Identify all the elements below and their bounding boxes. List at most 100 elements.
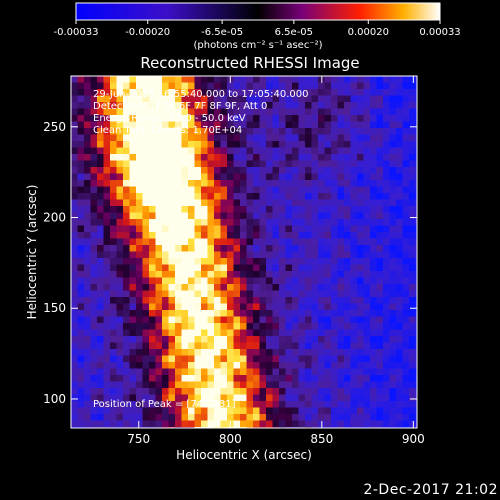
heatmap-cell (363, 414, 371, 421)
heatmap-cell (136, 381, 143, 389)
heatmap-cell (162, 102, 169, 109)
heatmap-cell (84, 271, 91, 278)
heatmap-cell (337, 245, 345, 252)
heatmap-cell (194, 277, 202, 285)
heatmap-cell (259, 277, 267, 285)
heatmap-cell (181, 82, 189, 90)
heatmap-cell (162, 297, 169, 304)
heatmap-cell (175, 388, 182, 395)
heatmap-cell (207, 232, 215, 239)
heatmap-cell (376, 219, 384, 226)
heatmap-cell (285, 355, 293, 363)
heatmap-cell (318, 154, 325, 161)
heatmap-cell (337, 180, 345, 187)
heatmap-cell (344, 76, 351, 83)
heatmap-cell (188, 108, 195, 116)
heatmap-cell (279, 407, 286, 415)
heatmap-cell (253, 394, 260, 402)
heatmap-cell (311, 381, 319, 389)
heatmap-cell (188, 349, 195, 356)
heatmap-cell (396, 277, 403, 285)
heatmap-cell (259, 258, 267, 265)
heatmap-cell (188, 160, 195, 168)
plot-frame (70, 75, 418, 429)
heatmap-cell (116, 134, 124, 142)
heatmap-cell (220, 134, 228, 142)
heatmap-cell (155, 329, 163, 337)
heatmap-cell (402, 167, 410, 174)
heatmap-cell (311, 303, 319, 311)
heatmap-cell (175, 199, 182, 207)
heatmap-cell (201, 355, 208, 363)
heatmap-cell (279, 342, 286, 350)
heatmap-cell (175, 121, 182, 129)
heatmap-cell (103, 401, 111, 408)
heatmap-cell (318, 362, 325, 369)
heatmap-cell (363, 284, 371, 291)
heatmap-cell (116, 76, 124, 83)
heatmap-cell (402, 147, 410, 155)
x-axis-label: Heliocentric X (arcsec) (176, 448, 312, 462)
heatmap-cell (389, 368, 397, 376)
heatmap-cell (279, 401, 286, 408)
heatmap-cell (188, 264, 195, 272)
heatmap-cell (331, 303, 338, 311)
heatmap-cell (318, 89, 325, 96)
heatmap-cell (207, 414, 215, 421)
heatmap-cell (194, 368, 202, 376)
heatmap-cell (370, 258, 377, 265)
heatmap-cell (324, 368, 332, 376)
heatmap-cell (383, 329, 390, 337)
heatmap-cell (233, 271, 241, 278)
heatmap-cell (402, 258, 410, 265)
heatmap-cell (181, 388, 189, 395)
heatmap-cell (175, 355, 182, 363)
heatmap-cell (415, 284, 417, 291)
heatmap-cell (298, 323, 306, 330)
heatmap-cell (129, 154, 137, 161)
heatmap-cell (396, 414, 403, 421)
heatmap-cell (84, 76, 91, 83)
heatmap-cell (331, 167, 338, 174)
heatmap-cell (246, 420, 254, 428)
heatmap-cell (207, 362, 215, 369)
heatmap-cell (240, 134, 247, 142)
heatmap-cell (77, 420, 85, 428)
heatmap-cell (240, 160, 247, 168)
heatmap-cell (246, 310, 254, 317)
heatmap-cell (272, 349, 280, 356)
heatmap-cell (84, 193, 91, 200)
heatmap-cell (207, 193, 215, 200)
heatmap-cell (123, 251, 130, 259)
heatmap-cell (90, 401, 98, 408)
heatmap-cell (84, 180, 91, 187)
heatmap-cell (279, 173, 286, 181)
heatmap-cell (298, 277, 306, 285)
heatmap-cell (149, 160, 156, 168)
heatmap-cell (266, 290, 273, 298)
heatmap-cell (110, 251, 117, 259)
heatmap-cell (370, 219, 377, 226)
heatmap-cell (207, 355, 215, 363)
heatmap-cell (396, 394, 403, 402)
heatmap-cell (233, 134, 241, 142)
heatmap-cell (272, 277, 280, 285)
heatmap-cell (259, 199, 267, 207)
heatmap-cell (97, 193, 104, 200)
heatmap-cell (240, 342, 247, 350)
heatmap-cell (233, 219, 241, 226)
heatmap-cell (363, 167, 371, 174)
heatmap-cell (246, 95, 254, 103)
heatmap-cell (259, 167, 267, 174)
heatmap-cell (201, 76, 208, 83)
heatmap-cell (97, 336, 104, 343)
heatmap-cell (376, 277, 384, 285)
heatmap-cell (71, 258, 78, 265)
heatmap-cell (175, 375, 182, 382)
heatmap-cell (402, 271, 410, 278)
heatmap-cell (136, 238, 143, 246)
heatmap-cell (149, 401, 156, 408)
heatmap-cell (155, 290, 163, 298)
heatmap-cell (136, 76, 143, 83)
heatmap-cell (233, 323, 241, 330)
